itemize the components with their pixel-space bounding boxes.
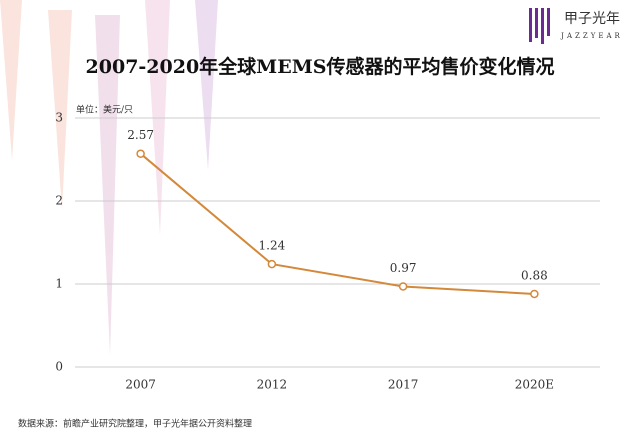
x-tick-label: 2007: [125, 378, 156, 392]
line: [139, 152, 535, 295]
data-label: 2.57: [127, 128, 154, 142]
logo-name: 甲子光年: [564, 11, 620, 27]
y-axis-label: 单位：美元/只: [76, 104, 133, 116]
y-tick-label: 2: [55, 194, 63, 208]
y-tick-label: 3: [55, 111, 63, 125]
x-tick-label: 2020E: [515, 378, 554, 392]
background-decoration: [0, 0, 218, 355]
data-label: 0.88: [521, 268, 548, 282]
chart-title: 2007-2020年全球MEMS传感器的平均售价变化情况: [86, 55, 555, 78]
point: [267, 259, 277, 269]
y-tick-label: 1: [55, 277, 63, 291]
x-tick-label: 2012: [257, 378, 288, 392]
point: [530, 289, 539, 299]
point: [398, 282, 408, 291]
logo-sub: JAZZYEAR: [560, 32, 623, 40]
logo: 甲子光年 JAZZYEAR: [529, 8, 623, 44]
data-label: 0.97: [390, 261, 417, 275]
x-tick-label: 2017: [388, 378, 419, 392]
point: [136, 149, 145, 158]
source: 数据来源：前瞻产业研究院整理，甲子光年据公开资料整理: [18, 418, 252, 430]
y-tick-label: 0: [55, 360, 63, 374]
data-label: 1.24: [259, 239, 286, 253]
